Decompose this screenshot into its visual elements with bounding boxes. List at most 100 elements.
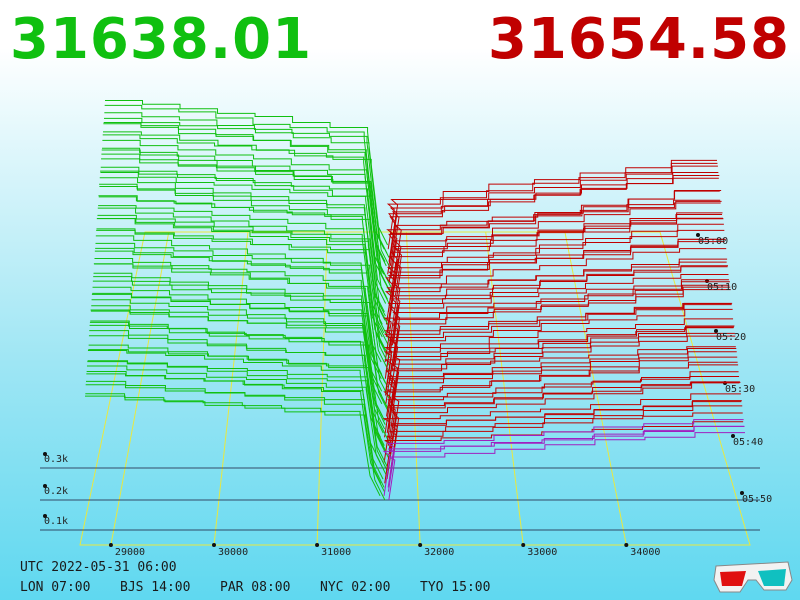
floor-grid-border xyxy=(79,231,751,546)
ask-depth-line xyxy=(391,371,739,442)
volume-tick-dot xyxy=(43,514,47,518)
x-tick-dot xyxy=(212,543,216,547)
ask-depth-line xyxy=(387,241,725,317)
bid-depth-line xyxy=(85,395,386,501)
ask-depth-line xyxy=(388,218,724,304)
bid-depth-line xyxy=(93,276,382,396)
ask-depth-line xyxy=(383,304,732,379)
3d-glasses-icon[interactable] xyxy=(712,560,794,594)
ask-depth-line xyxy=(389,165,718,254)
time-tick-label: 05:00 xyxy=(698,236,728,247)
ask-depth-line xyxy=(382,393,741,463)
bid-depth-line xyxy=(94,263,386,384)
ask-depth-line xyxy=(383,364,739,438)
bid-depth-line xyxy=(102,139,388,279)
ask-depth-line xyxy=(392,248,727,329)
ask-depth-line xyxy=(388,381,740,455)
grid-line-x xyxy=(564,231,627,546)
time-tick-label: 05:10 xyxy=(707,282,737,293)
ask-depth-line xyxy=(393,326,734,400)
bid-depth-line xyxy=(100,166,388,300)
x-tick-dot xyxy=(521,543,526,547)
ask-depth-line xyxy=(393,223,724,308)
ask-depth-line xyxy=(386,162,718,250)
x-tick-label: 34000 xyxy=(630,547,660,558)
ask-depth-line xyxy=(394,212,723,296)
time-tick-label: 05:50 xyxy=(742,494,772,505)
bid-depth-line xyxy=(97,207,383,338)
bid-depth-line xyxy=(96,228,387,354)
x-tick-label: 30000 xyxy=(218,547,248,558)
bid-depth-line xyxy=(89,321,381,438)
x-tick-label: 33000 xyxy=(527,547,557,558)
axis-labels: 29000 30000 31000 32000 33000 34000 0.1k 0.2k 0.… xyxy=(44,236,772,558)
ask-depth-line xyxy=(389,202,721,279)
time-tick-dot xyxy=(714,329,718,333)
ask-depth-line xyxy=(386,199,721,275)
bid-depth-line xyxy=(98,196,383,325)
bid-depth-line xyxy=(97,218,389,346)
ask-depth-line xyxy=(387,382,740,450)
bid-depth-line xyxy=(86,365,387,476)
ask-depth-line xyxy=(391,171,719,258)
ask-depth-line xyxy=(384,303,732,375)
bid-depth-line xyxy=(91,305,386,421)
volume-tick-label: 0.1k xyxy=(44,516,68,527)
ask-depth-line xyxy=(390,335,736,413)
ask-depth-line xyxy=(385,238,726,325)
ask-depth-line xyxy=(388,405,743,475)
bid-depth-line xyxy=(103,123,387,267)
time-tick-label: 05:30 xyxy=(725,384,755,395)
ask-depth-line xyxy=(388,302,733,384)
bid-depth-line xyxy=(90,309,386,430)
timezone-bjs: BJS 14:00 xyxy=(120,580,191,595)
ask-depth-line xyxy=(386,229,725,312)
bid-depth-line xyxy=(92,286,383,405)
time-tick-dot xyxy=(696,233,700,237)
bid-depth-line xyxy=(93,263,389,388)
ask-depth-line xyxy=(386,419,744,488)
grid-line-x xyxy=(316,231,328,546)
ask-depth-line xyxy=(393,200,722,287)
ask-depth-line xyxy=(387,273,729,350)
bid-depth-line xyxy=(89,324,390,442)
grid-line-x xyxy=(405,231,421,546)
ask-depth-line xyxy=(390,217,723,300)
x-tick-label: 29000 xyxy=(115,547,145,558)
ask-depth-line xyxy=(385,346,736,417)
ask-price: 31654.58 xyxy=(487,7,790,72)
timezone-par: PAR 08:00 xyxy=(220,580,291,595)
bid-depth-line xyxy=(104,104,385,250)
x-tick-dot xyxy=(315,543,320,547)
bid-depth-line xyxy=(98,195,391,329)
bid-depth-line xyxy=(95,235,382,363)
grid-line-x xyxy=(485,231,524,546)
ask-depth-line xyxy=(382,425,745,496)
ask-depth-line xyxy=(391,265,729,346)
ask-depth-line xyxy=(392,286,731,367)
ask-depth-line xyxy=(390,159,717,246)
x-tick-label: 31000 xyxy=(321,547,351,558)
ask-depth-line xyxy=(387,376,740,446)
bid-price: 31638.01 xyxy=(10,7,313,72)
bid-depth-line xyxy=(96,229,391,359)
bid-depth-line xyxy=(91,299,383,417)
bid-depth-line xyxy=(100,170,392,308)
grid-line-x xyxy=(110,231,170,546)
depth-lines xyxy=(85,100,745,501)
ask-depth-line xyxy=(388,279,729,354)
bid-depth-line xyxy=(88,335,386,451)
bid-depth-line xyxy=(87,361,388,471)
time-tick-label: 05:40 xyxy=(733,437,763,448)
x-tick-dot xyxy=(108,543,113,547)
ask-depth-line xyxy=(392,266,728,342)
ask-depth-line xyxy=(388,351,737,425)
ask-depth-line xyxy=(384,258,728,338)
bid-depth-line xyxy=(88,344,387,455)
bid-depth-line xyxy=(104,117,390,258)
volume-tick-dot xyxy=(43,452,47,456)
bid-depth-line xyxy=(90,320,384,434)
ask-depth-line xyxy=(388,432,745,501)
timezone-tyo: TYO 15:00 xyxy=(420,580,491,595)
